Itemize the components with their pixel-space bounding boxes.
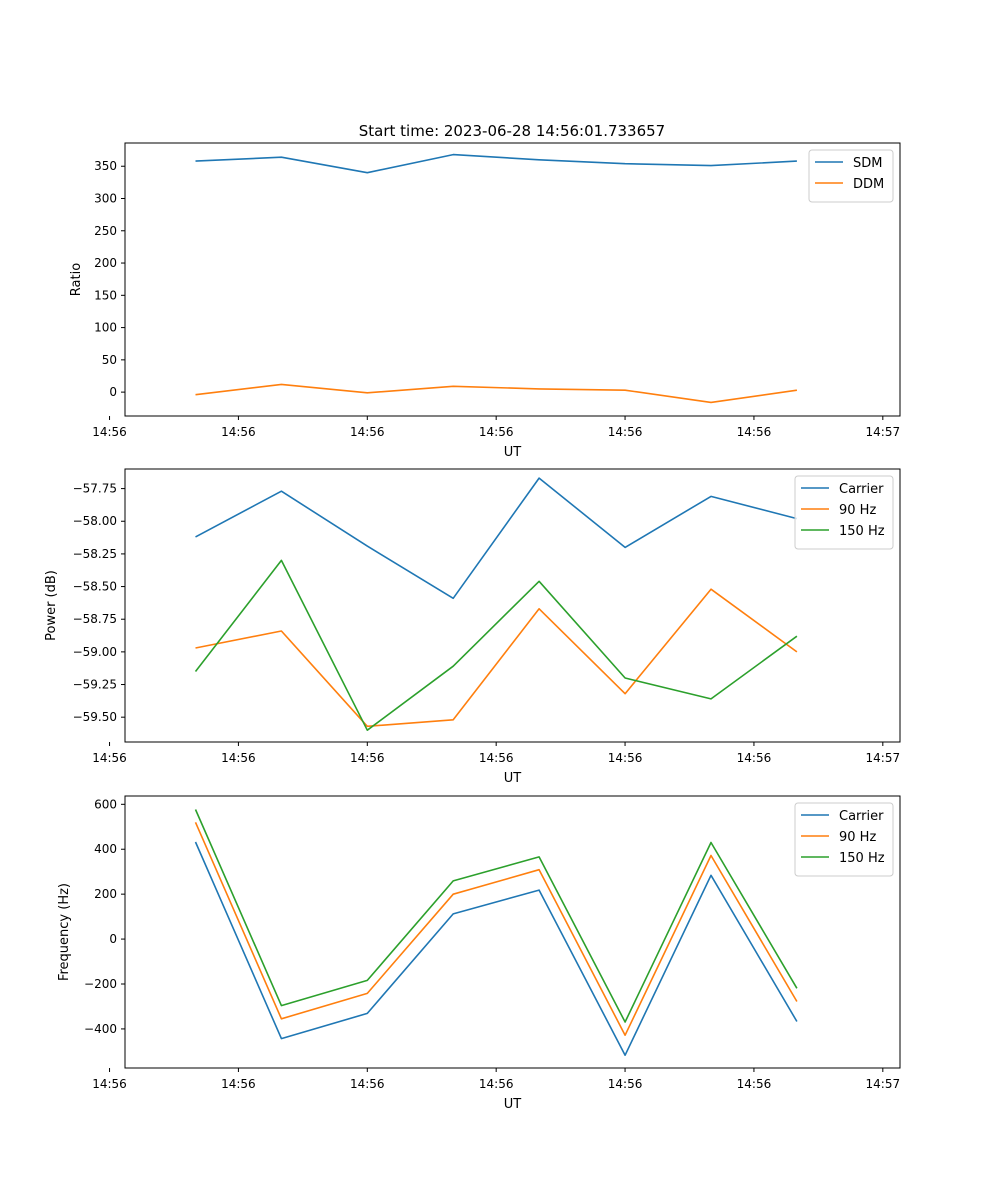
y-tick-label: −58.75 bbox=[73, 612, 117, 626]
y-tick-label: −200 bbox=[84, 977, 117, 991]
x-tick-label: 14:56 bbox=[221, 425, 256, 439]
y-tick-label: 400 bbox=[94, 842, 117, 856]
y-tick-label: −57.75 bbox=[73, 482, 117, 496]
series-line-sdm bbox=[195, 153, 797, 174]
y-tick-label: −59.50 bbox=[73, 710, 117, 724]
legend-box bbox=[808, 149, 894, 203]
x-tick-label: 14:56 bbox=[350, 751, 385, 765]
plot-frame bbox=[124, 795, 901, 1069]
y-tick-label: 150 bbox=[94, 288, 117, 302]
x-tick-label: 14:56 bbox=[608, 1077, 643, 1091]
y-axis-label: Power (dB) bbox=[44, 570, 59, 641]
x-tick-label: 14:56 bbox=[479, 751, 514, 765]
x-tick-label: 14:57 bbox=[866, 751, 901, 765]
chart-panel-1: 14:56 14:56 14:56 14:56 14:56 14:56 14:57 0 50 10… bbox=[69, 142, 901, 460]
y-axis-label: Ratio bbox=[69, 263, 84, 296]
series-line-90-hz bbox=[195, 588, 798, 728]
chart-title: Start time: 2023-06-28 14:56:01.733657 bbox=[359, 122, 665, 140]
y-tick-label: −58.50 bbox=[73, 580, 117, 594]
y-tick-label: 350 bbox=[94, 159, 117, 173]
chart-panel-3: 14:56 14:56 14:56 14:56 14:56 14:56 14:57 600 40… bbox=[57, 795, 901, 1112]
x-tick-label: 14:57 bbox=[866, 1077, 901, 1091]
y-axis-label: Frequency (Hz) bbox=[57, 883, 72, 981]
x-tick-label: 14:56 bbox=[479, 1077, 514, 1091]
series-line-ddm bbox=[195, 383, 798, 404]
y-tick-label: 600 bbox=[94, 797, 117, 811]
y-tick-label: 300 bbox=[94, 192, 117, 206]
y-tick-label: −58.25 bbox=[73, 547, 117, 561]
x-tick-label: 14:56 bbox=[737, 425, 772, 439]
x-tick-label: 14:56 bbox=[608, 751, 643, 765]
y-tick-label: 200 bbox=[94, 887, 117, 901]
x-tick-label: 14:57 bbox=[866, 425, 901, 439]
y-tick-label: 0 bbox=[109, 932, 117, 946]
plot-frame bbox=[124, 142, 901, 417]
x-tick-label: 14:56 bbox=[350, 425, 385, 439]
y-tick-label: 250 bbox=[94, 224, 117, 238]
x-axis-label: UT bbox=[504, 1097, 522, 1112]
x-tick-label: 14:56 bbox=[737, 751, 772, 765]
x-tick-label: 14:56 bbox=[221, 751, 256, 765]
chart-panel-2: 14:56 14:56 14:56 14:56 14:56 14:56 14:57 −57.7… bbox=[44, 468, 901, 786]
series-line-carrier bbox=[195, 477, 798, 600]
legend-label: SDM bbox=[853, 156, 882, 171]
legend-label: 150 Hz bbox=[839, 851, 885, 866]
x-axis-label: UT bbox=[504, 445, 522, 460]
legend-label: DDM bbox=[853, 177, 884, 192]
x-tick-label: 14:56 bbox=[608, 425, 643, 439]
legend: Carrier 90 Hz 150 Hz bbox=[794, 475, 894, 550]
legend-label: Carrier bbox=[839, 809, 884, 824]
panels: 14:56 14:56 14:56 14:56 14:56 14:56 14:57 0 50 10… bbox=[44, 142, 901, 1112]
y-tick-label: 100 bbox=[94, 321, 117, 335]
x-tick-label: 14:56 bbox=[221, 1077, 256, 1091]
y-tick-label: −59.00 bbox=[73, 645, 117, 659]
y-tick-label: −58.00 bbox=[73, 514, 117, 528]
plot-frame bbox=[124, 468, 901, 743]
x-tick-label: 14:56 bbox=[479, 425, 514, 439]
series-line-150-hz bbox=[194, 559, 798, 732]
y-tick-label: 50 bbox=[102, 353, 117, 367]
series-line-carrier bbox=[194, 841, 798, 1056]
x-tick-label: 14:56 bbox=[737, 1077, 772, 1091]
x-tick-label: 14:56 bbox=[350, 1077, 385, 1091]
x-tick-label: 14:56 bbox=[92, 425, 127, 439]
y-tick-label: 0 bbox=[109, 385, 117, 399]
y-tick-label: −400 bbox=[84, 1022, 117, 1036]
legend: SDM DDM bbox=[808, 149, 894, 203]
x-tick-label: 14:56 bbox=[92, 751, 127, 765]
series-line-90-hz bbox=[194, 821, 798, 1036]
x-axis-label: UT bbox=[504, 771, 522, 786]
y-tick-label: 200 bbox=[94, 256, 117, 270]
y-tick-label: −59.25 bbox=[73, 678, 117, 692]
series-line-150-hz bbox=[194, 809, 798, 1023]
legend-label: 150 Hz bbox=[839, 524, 885, 539]
x-tick-label: 14:56 bbox=[92, 1077, 127, 1091]
legend-label: 90 Hz bbox=[839, 503, 876, 518]
legend: Carrier 90 Hz 150 Hz bbox=[794, 802, 894, 877]
legend-label: Carrier bbox=[839, 482, 884, 497]
legend-label: 90 Hz bbox=[839, 830, 876, 845]
